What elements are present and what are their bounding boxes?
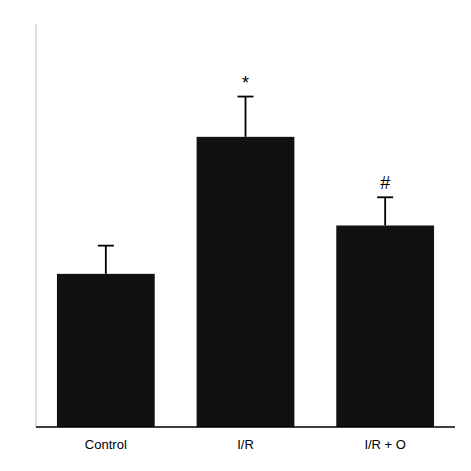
plot-area — [57, 97, 434, 427]
x-axis-line — [36, 426, 455, 428]
error-bar-stem — [105, 246, 107, 274]
error-bar-cap — [377, 196, 393, 198]
error-bar-stem — [245, 97, 247, 137]
error-bar-stem — [384, 197, 386, 225]
chart-svg: Control I/R I/R + O * # — [0, 0, 471, 471]
chart-container: Control I/R I/R + O * # — [0, 0, 471, 471]
bar — [336, 226, 434, 428]
error-bar — [238, 97, 254, 137]
bar — [197, 137, 295, 427]
x-tick-label: I/R — [237, 437, 254, 452]
x-tick-label: Control — [85, 437, 127, 452]
bar — [57, 274, 155, 427]
y-axis-line — [36, 24, 37, 427]
x-tick-label: I/R + O — [364, 437, 406, 452]
annotation: # — [380, 173, 390, 193]
error-bar — [98, 246, 114, 274]
error-bar-cap — [98, 245, 114, 247]
error-bar — [377, 197, 393, 225]
error-bar-cap — [238, 96, 254, 98]
annotation: * — [242, 73, 249, 93]
